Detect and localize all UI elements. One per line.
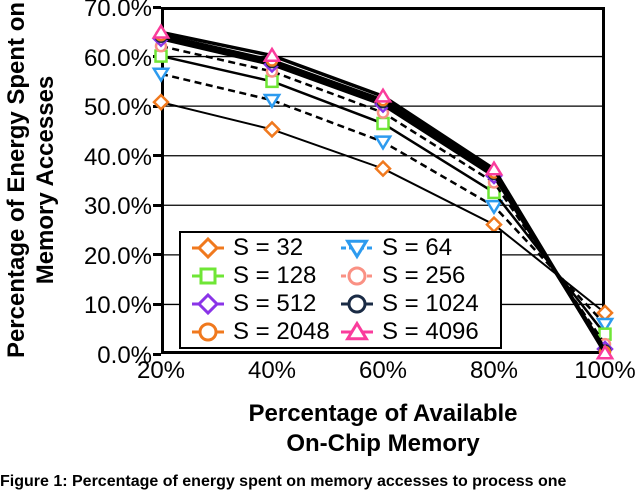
legend-label: S = 1024 xyxy=(382,290,479,318)
marker-square xyxy=(376,116,390,131)
marker-triangle-down xyxy=(344,239,370,260)
legend: S = 32 S = 64 S = 128 S = 256 S = 512 S = 102… xyxy=(179,231,502,349)
legend-marker xyxy=(192,267,224,285)
legend-marker xyxy=(341,294,373,314)
marker-triangle-up xyxy=(344,320,370,341)
y-axis-title: Percentage of Energy Spent on Memory Acc… xyxy=(2,0,60,360)
legend-label: S = 64 xyxy=(382,233,453,261)
x-axis-title-line2: On-Chip Memory xyxy=(286,430,480,457)
y-tick-mark xyxy=(153,154,161,158)
x-tick-label: 100% xyxy=(574,357,636,384)
marker-triangle-down xyxy=(262,93,282,110)
y-tick-label: 10.0% xyxy=(83,292,152,320)
marker-triangle-up xyxy=(262,46,282,63)
legend-marker xyxy=(192,236,224,259)
y-tick-label: 30.0% xyxy=(83,193,152,221)
marker-diamond xyxy=(152,93,170,111)
y-axis-title-line2: Memory Accesses xyxy=(32,75,59,285)
marker-circle xyxy=(347,266,367,286)
marker-diamond xyxy=(196,236,220,259)
x-tick-label: 20% xyxy=(136,357,186,384)
legend-item: S = 1024 xyxy=(341,291,500,318)
legend-label: S = 512 xyxy=(233,290,317,318)
marker-triangle-down xyxy=(484,199,504,216)
y-tick-mark xyxy=(153,352,161,356)
marker-diamond xyxy=(196,292,220,316)
x-tick-label: 80% xyxy=(469,357,519,384)
marker-triangle-down xyxy=(373,135,393,151)
marker-triangle-down xyxy=(595,317,615,334)
legend-label: S = 4096 xyxy=(382,318,479,346)
marker-diamond xyxy=(263,120,281,139)
legend-item: S = 256 xyxy=(341,262,500,289)
x-axis-title: Percentage of Available On-Chip Memory xyxy=(161,399,605,459)
legend-label: S = 256 xyxy=(382,261,466,289)
y-tick-label: 0.0% xyxy=(97,342,152,369)
y-tick-label: 40.0% xyxy=(83,143,152,171)
marker-triangle-up xyxy=(151,23,171,39)
legend-item: S = 32 xyxy=(181,234,341,261)
marker-diamond xyxy=(374,159,392,178)
y-tick-label: 50.0% xyxy=(83,94,152,122)
legend-marker xyxy=(341,320,373,341)
y-tick-mark xyxy=(153,203,161,207)
y-tick-label: 70.0% xyxy=(83,0,152,22)
legend-marker xyxy=(341,239,373,260)
figure-caption: Figure 1: Percentage of energy spent on … xyxy=(0,473,567,490)
marker-triangle-up xyxy=(595,344,615,360)
chart-svg xyxy=(151,23,615,360)
legend-item: S = 512 xyxy=(181,291,341,318)
x-axis-title-line1: Percentage of Available xyxy=(248,400,518,427)
legend-marker xyxy=(341,266,373,286)
y-tick-mark xyxy=(153,302,161,306)
legend-label: S = 2048 xyxy=(233,318,330,346)
y-tick-mark xyxy=(153,5,161,9)
x-tick-label: 60% xyxy=(358,357,408,384)
y-axis-title-line1: Percentage of Energy Spent on xyxy=(3,1,30,359)
legend-item: S = 4096 xyxy=(341,319,500,346)
marker-triangle-up xyxy=(484,160,504,176)
y-tick-label: 20.0% xyxy=(83,242,152,270)
legend-item: S = 64 xyxy=(341,234,500,261)
legend-item: S = 128 xyxy=(181,262,341,289)
legend-label: S = 32 xyxy=(233,233,304,261)
legend-marker xyxy=(192,322,224,342)
x-tick-label: 40% xyxy=(247,357,297,384)
marker-triangle-down xyxy=(151,67,171,83)
y-tick-mark xyxy=(153,253,161,257)
legend-label: S = 128 xyxy=(233,261,317,289)
marker-circle xyxy=(198,322,218,342)
y-tick-label: 60.0% xyxy=(83,44,152,72)
marker-circle xyxy=(347,294,367,314)
legend-item: S = 2048 xyxy=(181,319,341,346)
marker-triangle-up xyxy=(373,87,393,103)
marker-square xyxy=(199,267,217,285)
legend-marker xyxy=(192,292,224,316)
